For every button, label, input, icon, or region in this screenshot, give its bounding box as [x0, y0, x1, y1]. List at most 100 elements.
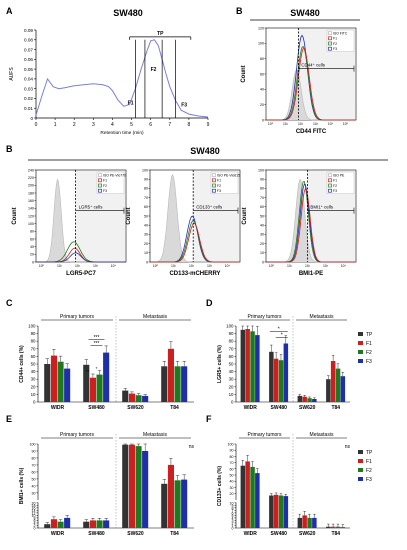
panel-d-bar-tp-widr — [240, 329, 246, 402]
panel-b1-y-tick-label: 80 — [260, 57, 264, 61]
panel-b1-y-tick-label: 60 — [260, 72, 264, 76]
panel-f-y-tick-label: 8 — [232, 506, 234, 510]
panel-a-title: SW480 — [113, 8, 143, 18]
panel-b2-1-y-tick-label: 0 — [32, 260, 34, 264]
panel-d-y-tick-label: 30 — [229, 377, 234, 382]
panel-f-y-tick-label: 6 — [232, 511, 234, 515]
panel-f-y-tick-label: 20 — [230, 492, 234, 496]
panel-b1-x-tick-label: 10⁵ — [343, 122, 349, 126]
panel-d-bar-f2-sw620 — [307, 398, 312, 402]
panel-f-bar-f3-t84 — [340, 527, 346, 528]
panel-d-legend-label: TP — [366, 332, 373, 338]
panel-b2-1-legend-label: F3 — [103, 189, 107, 193]
panel-b2-2-y-tick-label: 20 — [144, 242, 148, 246]
panel-c-y-tick-label: 0 — [33, 400, 36, 405]
panel-d-legend-swatch — [358, 341, 363, 345]
panel-d-group-metastasis: Metastasis — [310, 314, 334, 320]
panel-b2-1-gate-label: LGR5⁺ cells — [79, 205, 104, 210]
panel-d-sig-1: * — [278, 327, 280, 333]
panel-d-bar-f1-sw620 — [302, 396, 307, 402]
panel-b2-2-x-tick-label: 10⁴ — [225, 264, 231, 268]
panel-d-y-tick-label: 80 — [229, 339, 234, 344]
panel-f-bar-tp-t84 — [326, 526, 331, 528]
panel-a-x-tick-label: 1 — [54, 122, 57, 128]
panel-d-bar-f2-t84 — [335, 368, 341, 402]
panel-b2-2-x-tick-label: 10⁰ — [153, 264, 159, 268]
panel-a-y-tick-label: 0.04 — [24, 77, 33, 82]
panel-b2-3-y-tick-label: 50 — [260, 214, 264, 218]
panel-d-bar-f2-sw480 — [278, 360, 284, 402]
panel-d-bar-f1-sw480 — [273, 358, 279, 402]
panel-b2-1-legend-swatch — [98, 178, 102, 183]
panel-b2-2-gate-label: CD133⁺ cells — [196, 205, 223, 210]
panel-c-y-label: CD44+ cells (%) — [19, 345, 25, 383]
panel-c-y-tick-label: 80 — [31, 339, 36, 344]
panel-e-y-label: BMI1+ cells (%) — [19, 467, 25, 504]
panel-c-group-primary: Primary tumors — [60, 314, 94, 320]
panel-b1-legend-box — [326, 29, 355, 52]
panel-c-x-tick-label: SW480 — [88, 405, 105, 411]
panel-a-x-tick-label: 6 — [149, 122, 152, 128]
panel-e-bar-tp-sw480 — [83, 521, 90, 528]
panel-b2-1-y-tick-label: 180 — [28, 191, 34, 195]
panel-b2-1-legend-swatch — [98, 183, 102, 188]
panel-d-y-tick-label: 90 — [229, 331, 234, 336]
panel-e-axis-break — [35, 500, 194, 503]
panel-d-legend-swatch — [358, 332, 363, 336]
panel-b2-3-legend-label: F3 — [333, 189, 337, 193]
panel-b2-3-y-tick-label: 20 — [260, 242, 264, 246]
panel-a-f3-label: F3 — [181, 102, 187, 108]
panel-b2-3-gate-label: BMI1⁺ cells — [310, 205, 333, 210]
panel-b2-2-legend-swatch — [212, 188, 216, 193]
panel-d-bar-f2-widr — [250, 331, 255, 402]
panel-b2-3-f1-curve — [266, 187, 356, 263]
panel-b2-2-legend-label: F2 — [217, 184, 221, 188]
panel-a-y-tick-label: 0.05 — [24, 67, 33, 72]
panel-b1-y-tick-label: 0 — [262, 118, 264, 122]
panel-b1-f1-curve — [266, 48, 356, 121]
panel-d-x-tick-label: SW480 — [271, 405, 288, 411]
panel-c-y-tick-label: 90 — [31, 331, 36, 336]
panel-a-x-tick-label: 9 — [207, 122, 210, 128]
panel-f-group-metastasis: Metastasis — [310, 432, 334, 438]
panel-b1-y-label: Count — [241, 65, 247, 82]
panel-b2-3-legend-swatch — [328, 183, 332, 188]
panel-b2-1-x-tick-label: 10⁰ — [39, 264, 45, 268]
panel-d-group-primary: Primary tumors — [248, 314, 282, 320]
panel-d-x-tick-label: SW620 — [299, 405, 316, 411]
panel-f-y-tick-label: 30 — [230, 486, 234, 490]
panel-d-bar-f3-sw620 — [312, 399, 317, 402]
panel-f-y-tick-label: 60 — [230, 467, 234, 471]
panel-d-x-tick-label: T84 — [331, 405, 340, 411]
panel-e-y-tick-label: 2 — [34, 524, 36, 528]
panel-e-sig-ns: ns — [189, 444, 195, 450]
panel-f-y-tick-label: 0 — [232, 527, 234, 531]
panel-e-y-tick-label: 100 — [30, 443, 36, 447]
panel-b2-3-y-tick-label: 10 — [260, 251, 264, 255]
panel-d-bar-tp-t84 — [326, 379, 331, 402]
panel-f-axis-break — [233, 500, 350, 503]
panel-b2-2-y-tick-label: 30 — [144, 233, 148, 237]
panel-e-bar-f2-t84 — [174, 480, 181, 528]
panel-f-bar-f1-t84 — [330, 526, 336, 528]
panel-b2-2-y-tick-label: 90 — [144, 178, 148, 182]
panel-f-bar-f2-widr — [250, 466, 255, 528]
panel-e-bar-f1-t84 — [167, 464, 174, 528]
panel-e-y-tick-label: 60 — [32, 470, 36, 474]
panel-f-letter: F — [206, 414, 212, 424]
panel-f-bar-f1-sw620 — [302, 515, 307, 528]
panel-e-y-tick-label: 0 — [34, 527, 36, 531]
panel-b2-1-y-tick-label: 140 — [28, 207, 34, 211]
panel-b2-title: SW480 — [190, 146, 220, 156]
panel-c-sig-3: ** — [86, 369, 90, 374]
panel-f-x-tick-label: SW480 — [271, 531, 288, 537]
panel-b2-3-legend-swatch — [328, 178, 332, 183]
panel-e-y-tick-label: 14 — [32, 509, 36, 513]
panel-b2-2-y-tick-label: 10 — [144, 251, 148, 255]
panel-b2-1-legend-box — [96, 171, 125, 194]
panel-d-legend-swatch — [358, 350, 363, 354]
panel-f-bar-f2-sw620 — [307, 517, 312, 528]
panel-c-bar-f3-t84 — [181, 366, 188, 402]
panel-d-y-tick-label: 50 — [229, 362, 234, 367]
panel-b2-2-f1-curve — [150, 222, 240, 263]
